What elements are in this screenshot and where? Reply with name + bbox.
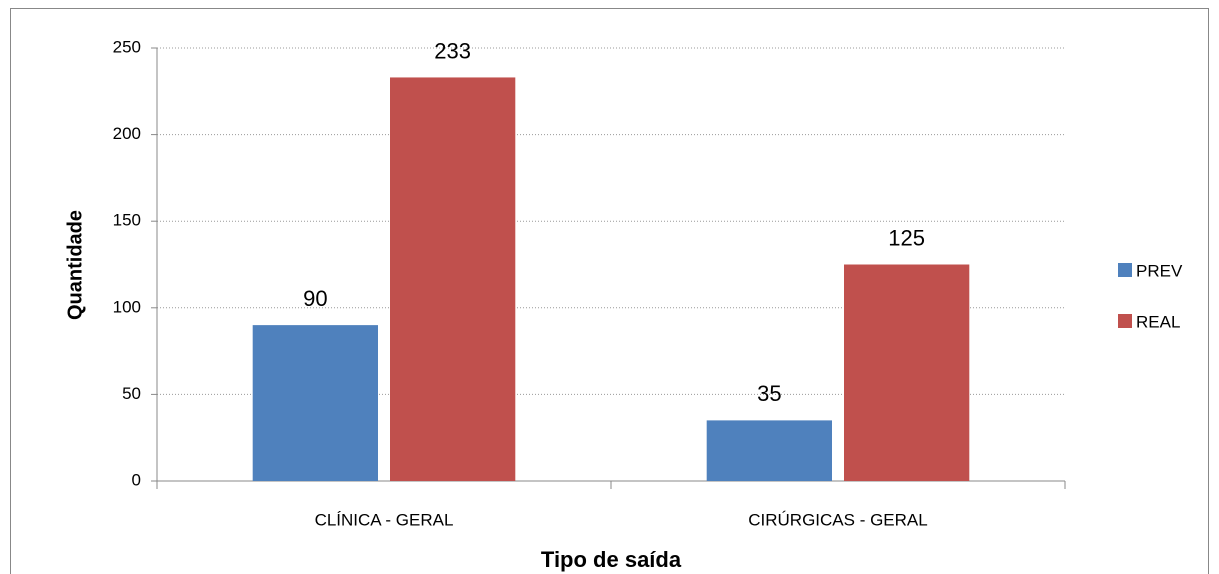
y-tick-label: 50 bbox=[122, 384, 141, 403]
legend-swatch bbox=[1118, 263, 1132, 277]
chart-frame bbox=[10, 8, 1209, 574]
bar bbox=[252, 325, 378, 481]
y-tick-label: 0 bbox=[132, 470, 141, 489]
legend-label: REAL bbox=[1136, 312, 1180, 331]
x-axis-title: Tipo de saída bbox=[541, 547, 682, 572]
x-tick-label: CIRÚRGICAS - GERAL bbox=[748, 510, 927, 529]
y-tick-label: 200 bbox=[113, 124, 141, 143]
x-tick-label: CLÍNICA - GERAL bbox=[315, 510, 454, 529]
y-tick-label: 100 bbox=[113, 297, 141, 316]
data-label: 35 bbox=[757, 381, 781, 406]
y-tick-label: 150 bbox=[113, 211, 141, 230]
legend-label: PREV bbox=[1136, 261, 1183, 280]
y-axis-title: Quantidade bbox=[64, 210, 86, 320]
bar bbox=[844, 264, 970, 481]
data-label: 125 bbox=[888, 225, 925, 250]
bar bbox=[706, 420, 832, 481]
y-tick-label: 250 bbox=[113, 37, 141, 56]
data-label: 90 bbox=[303, 286, 327, 311]
bar bbox=[390, 77, 516, 481]
data-label: 233 bbox=[434, 38, 471, 63]
legend-swatch bbox=[1118, 314, 1132, 328]
